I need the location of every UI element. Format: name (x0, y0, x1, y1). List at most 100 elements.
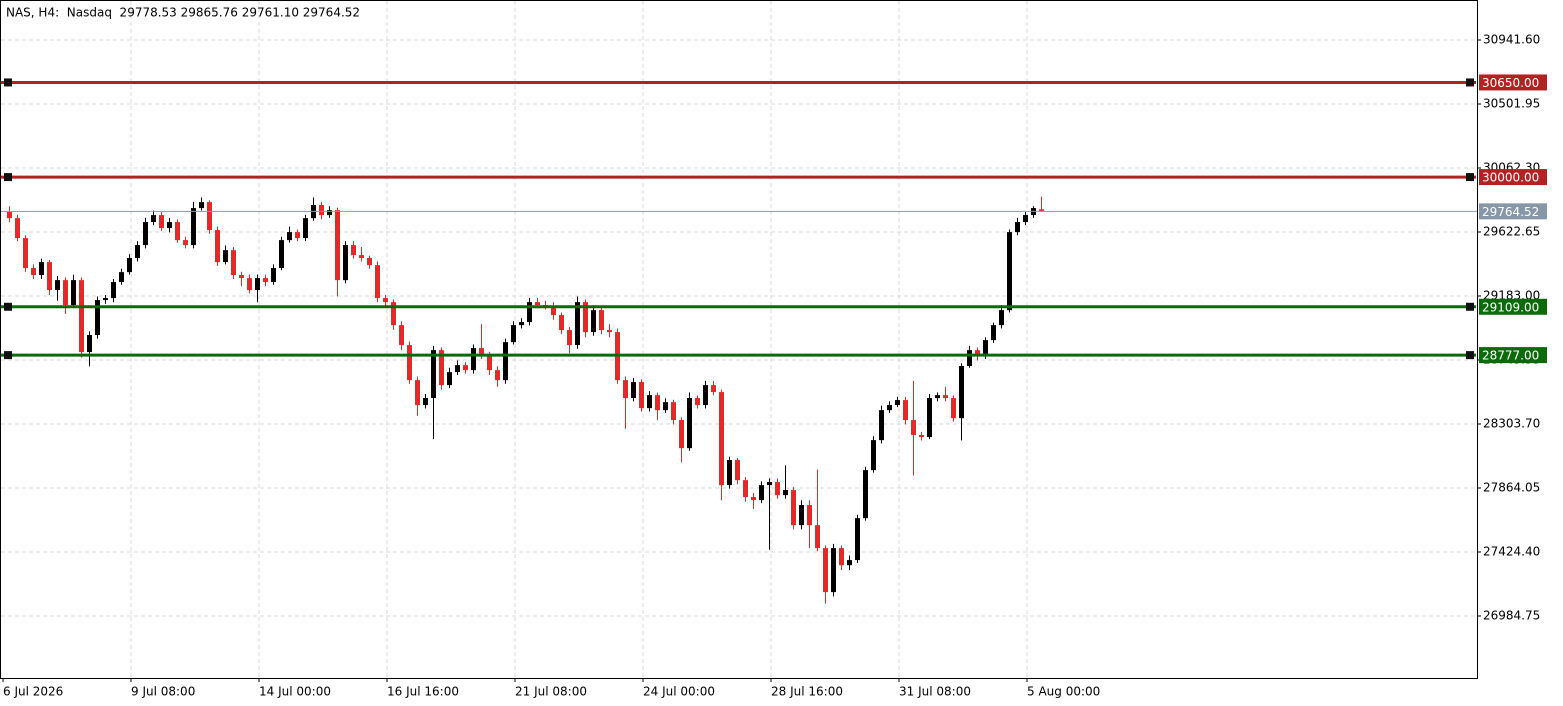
candle-body (847, 560, 852, 566)
level-label-box (1479, 298, 1547, 315)
candle-body (199, 202, 204, 209)
candle-body (175, 222, 180, 241)
candle-body (455, 365, 460, 373)
candle-body (71, 280, 76, 306)
x-tick-label: 6 Jul 2026 (3, 685, 63, 699)
candle-body (87, 335, 92, 353)
candle-body (215, 230, 220, 263)
candle-body (519, 322, 524, 326)
candle-body (503, 342, 508, 381)
candle-body (767, 482, 772, 486)
candle-body (231, 250, 236, 276)
candle-body (831, 548, 836, 593)
candle-body (559, 315, 564, 331)
candle-body (247, 278, 252, 291)
candle-body (959, 366, 964, 419)
grid (1, 1, 1481, 682)
candle-body (535, 302, 540, 306)
candle-body (135, 245, 140, 259)
candle-body (775, 482, 780, 496)
candle-body (791, 490, 796, 526)
candle-body (55, 280, 60, 291)
level-handle (1466, 78, 1474, 87)
candle-body (295, 232, 300, 239)
candle-body (975, 350, 980, 356)
candle-body (943, 395, 948, 399)
candle-body (287, 232, 292, 241)
candle-body (935, 395, 940, 399)
candle-body (239, 275, 244, 279)
candle-body (863, 470, 868, 519)
candle-body (391, 302, 396, 326)
candle-body (327, 210, 332, 216)
candle-body (183, 240, 188, 246)
candle-body (623, 380, 628, 399)
candle-body (303, 218, 308, 239)
x-tick-label: 31 Jul 08:00 (899, 685, 971, 699)
candle-body (743, 480, 748, 498)
candle-body (999, 310, 1004, 326)
x-tick-label: 5 Aug 00:00 (1027, 685, 1100, 699)
candle-body (911, 420, 916, 436)
candle-body (967, 350, 972, 367)
candle-body (7, 212, 12, 219)
candle-body (367, 258, 372, 266)
candle-body (903, 400, 908, 421)
x-tick-label: 16 Jul 16:00 (387, 685, 459, 699)
candle-body (711, 385, 716, 393)
candle-body (15, 218, 20, 239)
candle-body (751, 497, 756, 501)
candle-body (895, 400, 900, 406)
candle-body (167, 222, 172, 229)
candle-body (1007, 232, 1012, 311)
candle-body (495, 370, 500, 381)
level-label: 30000.00 (1482, 171, 1539, 185)
candle-body (583, 302, 588, 333)
candle-body (103, 298, 108, 301)
candle-body (871, 440, 876, 471)
labels: 30941.6030501.9530062.3029622.6529183.00… (3, 33, 1547, 699)
candle-body (799, 505, 804, 526)
marks (1, 78, 1477, 604)
candle-body (487, 355, 492, 371)
candle-body (823, 548, 828, 593)
candle-body (447, 372, 452, 386)
candle-body (887, 405, 892, 411)
level-handle (1466, 351, 1474, 360)
candle-body (399, 325, 404, 346)
candle-body (1015, 222, 1020, 233)
candle-body (639, 382, 644, 409)
candle-body (479, 348, 484, 356)
level-handle (4, 351, 12, 360)
candle-body (223, 250, 228, 263)
y-tick-label: 28303.70 (1483, 417, 1540, 431)
candle-body (647, 395, 652, 409)
candle-body (927, 398, 932, 438)
level-handle (1466, 173, 1474, 182)
candle-body (719, 392, 724, 486)
x-tick-label: 14 Jul 00:00 (259, 685, 331, 699)
level-label-box (1479, 347, 1547, 364)
y-tick-label: 27864.05 (1483, 481, 1540, 495)
candle-body (63, 280, 68, 306)
candle-body (695, 398, 700, 406)
candle-body (527, 302, 532, 323)
candle-body (991, 325, 996, 341)
chart-header: NAS, H4: Nasdaq 29778.53 29865.76 29761.… (6, 6, 360, 20)
candle-body (271, 268, 276, 283)
candle-body (159, 215, 164, 229)
candle-body (143, 222, 148, 246)
candle-body (575, 302, 580, 346)
candle-body (567, 330, 572, 346)
candle-body (839, 548, 844, 566)
candle-body (151, 215, 156, 223)
y-tick-label: 27424.40 (1483, 545, 1540, 559)
candle-body (335, 210, 340, 281)
candle-body (207, 202, 212, 231)
candle-body (263, 278, 268, 283)
level-label-box (1479, 74, 1547, 91)
y-tick-label: 29622.65 (1483, 225, 1540, 239)
candle-body (599, 310, 604, 331)
level-label-box (1479, 169, 1547, 186)
candle-body (783, 490, 788, 496)
